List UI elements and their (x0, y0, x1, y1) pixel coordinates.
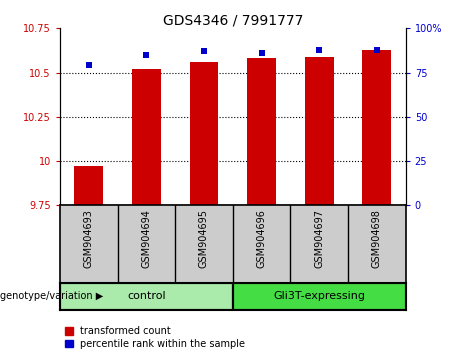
Bar (233, 283, 406, 310)
Text: GSM904695: GSM904695 (199, 209, 209, 268)
Text: GSM904698: GSM904698 (372, 209, 382, 268)
Text: Gli3T-expressing: Gli3T-expressing (273, 291, 365, 302)
Bar (74, 166, 103, 205)
Bar (132, 69, 161, 205)
Title: GDS4346 / 7991777: GDS4346 / 7991777 (163, 13, 303, 27)
Point (315, 47, 323, 52)
Text: genotype/variation ▶: genotype/variation ▶ (0, 291, 103, 302)
Bar (189, 62, 219, 205)
Bar (362, 50, 391, 205)
Legend: transformed count, percentile rank within the sample: transformed count, percentile rank withi… (65, 326, 245, 349)
Point (142, 52, 150, 58)
Text: control: control (127, 291, 165, 302)
Bar (247, 58, 276, 205)
Text: GSM904694: GSM904694 (142, 209, 151, 268)
Text: GSM904696: GSM904696 (257, 209, 266, 268)
Text: GSM904697: GSM904697 (314, 209, 324, 268)
Point (373, 47, 381, 52)
Text: GSM904693: GSM904693 (84, 209, 94, 268)
Bar (60, 283, 233, 310)
Point (200, 48, 207, 54)
Point (258, 50, 266, 56)
Point (85, 63, 92, 68)
Bar (305, 57, 334, 205)
